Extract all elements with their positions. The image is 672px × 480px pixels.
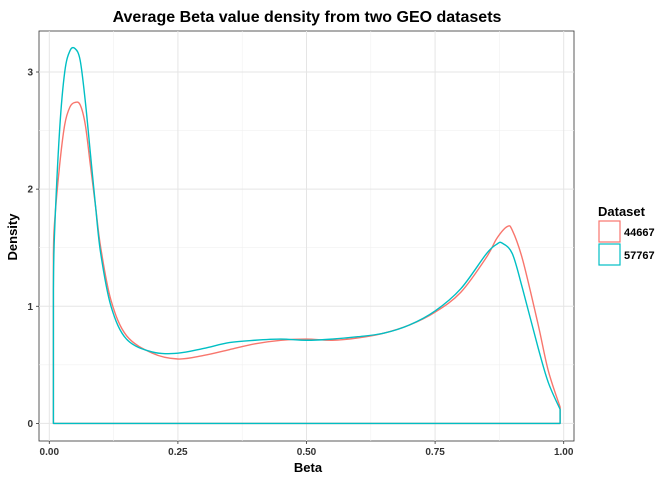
- x-tick-label: 0.25: [168, 447, 188, 458]
- y-tick-label: 0: [27, 419, 33, 430]
- density-curve-57767: [52, 46, 561, 425]
- legend-label-57767: 57767: [624, 250, 655, 262]
- legend-key-44667: [598, 220, 621, 243]
- y-tick-label: 1: [27, 302, 33, 313]
- x-tick-label: 0.00: [40, 447, 60, 458]
- legend-label-44667: 44667: [624, 227, 655, 239]
- x-tick-label: 1.00: [554, 447, 574, 458]
- series-layer: [52, 46, 561, 425]
- y-axis-title: Density: [5, 213, 20, 261]
- y-tick-label: 2: [27, 185, 33, 196]
- legend: Dataset 44667 57767: [598, 204, 655, 266]
- x-tick-label: 0.75: [425, 447, 445, 458]
- x-tick-label: 0.50: [297, 447, 317, 458]
- axis-ticks: 0.00 0.25 0.50 0.75 1.00 0 1 2 3: [27, 68, 573, 459]
- density-curve-44667: [52, 101, 561, 425]
- chart-title: Average Beta value density from two GEO …: [113, 9, 502, 26]
- legend-title: Dataset: [598, 204, 646, 219]
- x-axis-title: Beta: [294, 460, 323, 475]
- legend-key-57767: [598, 243, 621, 266]
- y-tick-label: 3: [27, 68, 33, 79]
